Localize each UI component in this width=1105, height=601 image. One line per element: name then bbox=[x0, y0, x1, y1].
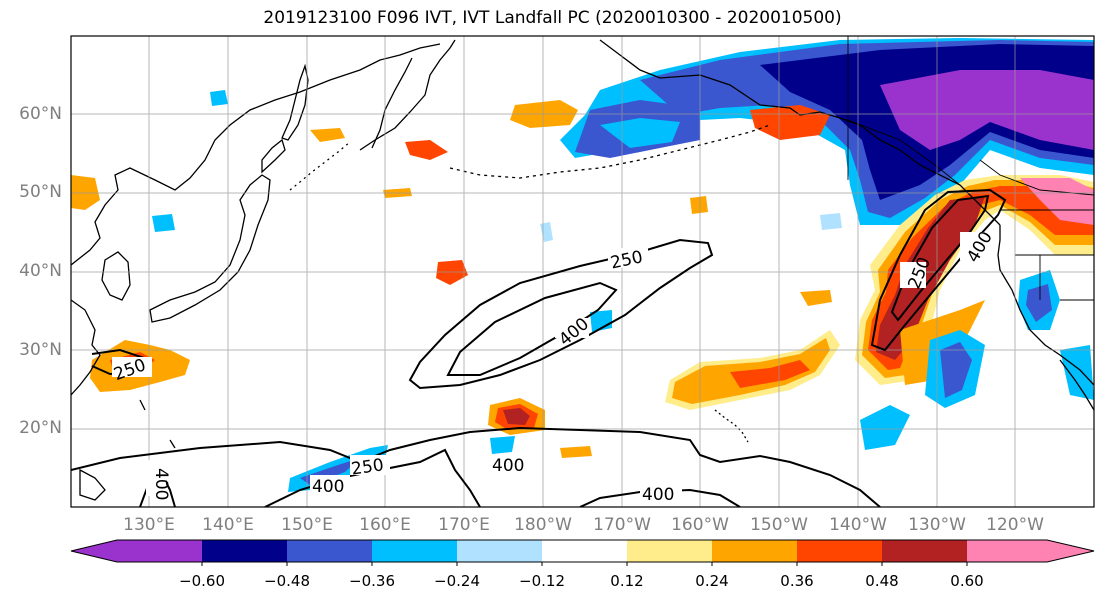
colorbar-tick-label: −0.24 bbox=[434, 572, 480, 590]
lon-label: 120°W bbox=[986, 515, 1044, 535]
colorbar-arrow-left bbox=[71, 540, 117, 562]
lon-label: 160°E bbox=[359, 515, 411, 535]
lon-label: 180°W bbox=[514, 515, 572, 535]
colorbar-tick-label: 0.24 bbox=[695, 572, 729, 590]
lon-label: 140°W bbox=[829, 515, 887, 535]
positive-anomaly-central-pacific bbox=[488, 330, 840, 435]
lat-label: 60°N bbox=[19, 104, 62, 124]
lon-label: 170°W bbox=[593, 515, 651, 535]
contour-label: 400 bbox=[312, 477, 344, 497]
colorbar-tick-label: −0.36 bbox=[349, 572, 395, 590]
map-title: 2019123100 F096 IVT, IVT Landfall PC (20… bbox=[263, 8, 842, 28]
map-frame bbox=[70, 35, 1095, 508]
colorbar bbox=[70, 539, 1095, 566]
lon-label: 150°W bbox=[750, 515, 808, 535]
lat-label: 20°N bbox=[19, 418, 62, 438]
lon-label: 150°E bbox=[281, 515, 333, 535]
contour-label: 250 bbox=[350, 455, 385, 479]
contour-label: 400 bbox=[151, 468, 171, 500]
lat-label: 30°N bbox=[19, 340, 62, 360]
colorbar-tick-label: −0.60 bbox=[179, 572, 225, 590]
lon-label: 130°W bbox=[908, 515, 966, 535]
colorbar-tick-label: −0.48 bbox=[264, 572, 310, 590]
colorbar-tick-label: 0.36 bbox=[780, 572, 814, 590]
colorbar-tick-label: −0.12 bbox=[519, 572, 565, 590]
lat-label: 40°N bbox=[19, 261, 62, 281]
contour-label: 400 bbox=[492, 456, 524, 476]
lat-label: 50°N bbox=[19, 182, 62, 202]
lon-label: 170°E bbox=[438, 515, 490, 535]
contour-label: 400 bbox=[642, 485, 674, 505]
lon-label: 160°W bbox=[671, 515, 729, 535]
colorbar-tick-label: 0.48 bbox=[865, 572, 899, 590]
colorbar-tick-label: 0.60 bbox=[950, 572, 984, 590]
colorbar-tick-label: 0.12 bbox=[610, 572, 644, 590]
colorbar-arrow-right bbox=[1047, 540, 1094, 562]
lon-label: 130°E bbox=[123, 515, 175, 535]
lon-label: 140°E bbox=[202, 515, 254, 535]
colorbar-outline bbox=[70, 539, 1095, 563]
